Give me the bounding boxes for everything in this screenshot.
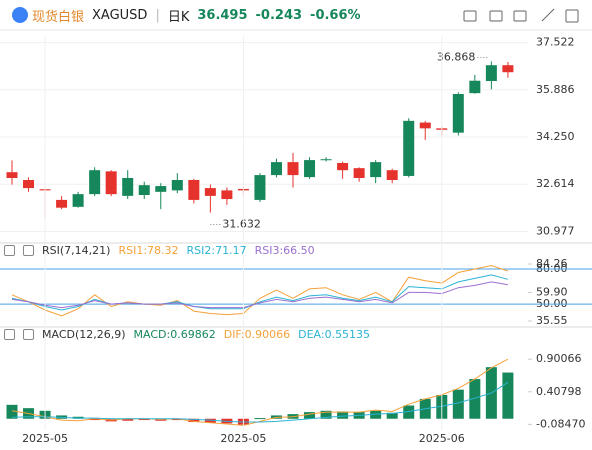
legend-entry: DEA:0.55135 — [298, 328, 371, 341]
candle-body — [502, 65, 514, 73]
period[interactable]: 日K — [167, 9, 190, 25]
candle-body — [287, 162, 299, 176]
candle-body — [171, 179, 183, 191]
histogram-bar — [188, 418, 200, 423]
candle-body — [485, 65, 497, 82]
indicator-line — [11, 264, 509, 317]
candle-body — [155, 186, 167, 192]
histogram-bar — [204, 418, 216, 423]
y-tick-label: 37.522 — [536, 36, 575, 49]
candle-body — [204, 188, 216, 196]
candle-body — [72, 194, 84, 207]
histogram-bar — [403, 405, 415, 419]
indicator-line — [11, 358, 509, 426]
y-tick-label: 35.886 — [536, 83, 575, 96]
toolbar-icons[interactable] — [463, 8, 579, 23]
candle-body — [403, 120, 415, 176]
histogram-bar — [320, 410, 332, 419]
histogram-bar — [138, 418, 150, 421]
indicator-line — [11, 281, 508, 309]
y-tick-label: 84.26 — [536, 257, 568, 270]
settings-icon[interactable] — [23, 245, 34, 256]
change-percent: -0.66% — [310, 7, 361, 23]
histogram-bar — [337, 411, 349, 419]
visibility-icon[interactable] — [4, 245, 15, 256]
candle-body — [122, 177, 134, 196]
histogram-bar — [386, 412, 398, 419]
legend-entry: MACD:0.69862 — [133, 328, 216, 341]
change: -0.243 — [255, 7, 303, 23]
legend-entry: RSI1:78.32 — [118, 244, 179, 257]
candle-body — [254, 175, 266, 200]
candle-body — [105, 171, 117, 195]
indicator-line — [11, 381, 509, 423]
candle-body — [337, 162, 349, 171]
candle-body — [370, 162, 382, 178]
y-tick-label: -0.08470 — [536, 417, 585, 430]
candle-body — [6, 172, 18, 178]
legend: RSI(7,14,21) RSI1:78.32 RSI2:71.17 RSI3:66.… — [4, 244, 323, 257]
candle-body — [419, 122, 431, 129]
price-annotation: 36.868 — [437, 50, 476, 63]
legend-entry: DIF:0.90066 — [223, 328, 291, 341]
histogram-bar — [89, 418, 101, 421]
histogram-bar — [122, 418, 134, 421]
price: 36.495 — [197, 7, 248, 23]
symbol[interactable]: XAGUSD — [92, 7, 148, 23]
histogram-bar — [304, 412, 316, 419]
candle-body — [469, 80, 481, 94]
price-annotation: 31.632 — [222, 218, 260, 231]
candle-body — [188, 179, 200, 200]
candle-body — [353, 168, 365, 178]
candle-body — [320, 159, 332, 161]
histogram-bar — [370, 410, 382, 419]
indicator-title: MACD(12,26,9) — [42, 328, 126, 341]
y-tick-label: 30.977 — [536, 224, 575, 237]
histogram-bar — [254, 418, 266, 420]
histogram-bar — [6, 404, 18, 419]
x-tick-label: 2025-05 — [22, 432, 68, 445]
y-tick-label: 35.55 — [536, 314, 568, 327]
separator: | — [155, 7, 160, 23]
candle-body — [138, 185, 150, 196]
candle-body — [304, 160, 316, 178]
legend-entry: RSI3:66.50 — [254, 244, 315, 257]
x-tick-label: 2025-06 — [419, 432, 465, 445]
settings-icon[interactable] — [23, 329, 34, 340]
histogram-bar — [452, 389, 464, 419]
instrument-name[interactable]: 现货白银 — [32, 9, 85, 25]
y-tick-label: 0.40798 — [536, 385, 582, 398]
histogram-bar — [469, 379, 481, 419]
y-tick-label: 34.250 — [536, 130, 575, 143]
candle-body — [386, 170, 398, 180]
histogram-bar — [171, 418, 183, 421]
candle-body — [221, 190, 233, 200]
logo — [12, 7, 28, 23]
legend-entry: RSI2:71.17 — [186, 244, 247, 257]
legend: MACD(12,26,9) MACD:0.69862 DIF:0.90066 DEA:… — [4, 328, 378, 341]
indicator-title: RSI(7,14,21) — [42, 244, 111, 257]
candle-body — [23, 179, 35, 189]
candle-body — [89, 170, 101, 195]
candle-body — [452, 94, 464, 133]
histogram-bar — [502, 372, 514, 419]
y-tick-label: 32.614 — [536, 177, 575, 190]
y-tick-label: 0.90066 — [536, 352, 582, 365]
visibility-icon[interactable] — [4, 329, 15, 340]
indicator-line — [11, 274, 509, 311]
x-tick-label: 2025-05 — [220, 432, 266, 445]
y-tick-label: 59.90 — [536, 286, 568, 299]
candle-body — [270, 162, 282, 176]
toolbar: 现货白银 XAGUSD | 日K 36.495 -0.243 -0.66% — [0, 0, 592, 30]
candle-body — [56, 199, 68, 208]
